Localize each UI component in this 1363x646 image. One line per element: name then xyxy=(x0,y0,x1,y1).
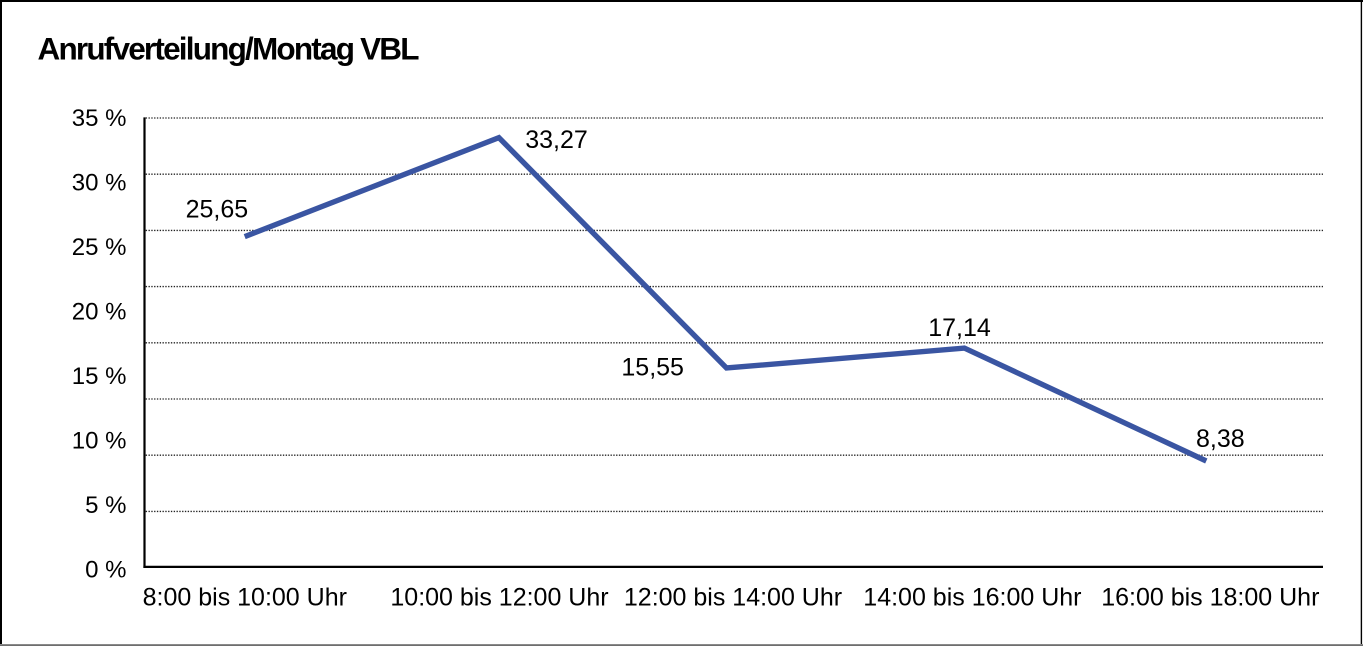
svg-text:5 %: 5 % xyxy=(85,492,126,519)
svg-text:10 %: 10 % xyxy=(72,427,127,454)
svg-text:30 %: 30 % xyxy=(72,169,127,196)
svg-text:33,27: 33,27 xyxy=(525,126,588,154)
svg-text:35 %: 35 % xyxy=(72,105,127,132)
svg-text:8:00 bis 10:00 Uhr: 8:00 bis 10:00 Uhr xyxy=(143,584,347,612)
svg-text:17,14: 17,14 xyxy=(928,314,991,342)
svg-text:15 %: 15 % xyxy=(72,363,127,390)
svg-text:20 %: 20 % xyxy=(72,298,127,325)
svg-text:Anrufverteilung/Montag VBL: Anrufverteilung/Montag VBL xyxy=(38,31,420,67)
svg-text:12:00 bis 14:00 Uhr: 12:00 bis 14:00 Uhr xyxy=(624,584,842,612)
svg-text:16:00 bis 18:00 Uhr: 16:00 bis 18:00 Uhr xyxy=(1101,584,1319,612)
svg-text:14:00 bis 16:00 Uhr: 14:00 bis 16:00 Uhr xyxy=(863,584,1081,612)
svg-text:8,38: 8,38 xyxy=(1196,425,1245,453)
svg-text:0 %: 0 % xyxy=(85,556,126,583)
svg-text:25,65: 25,65 xyxy=(186,196,249,224)
svg-text:15,55: 15,55 xyxy=(621,353,684,381)
svg-text:10:00 bis 12:00 Uhr: 10:00 bis 12:00 Uhr xyxy=(390,584,608,612)
svg-text:25 %: 25 % xyxy=(72,234,127,261)
